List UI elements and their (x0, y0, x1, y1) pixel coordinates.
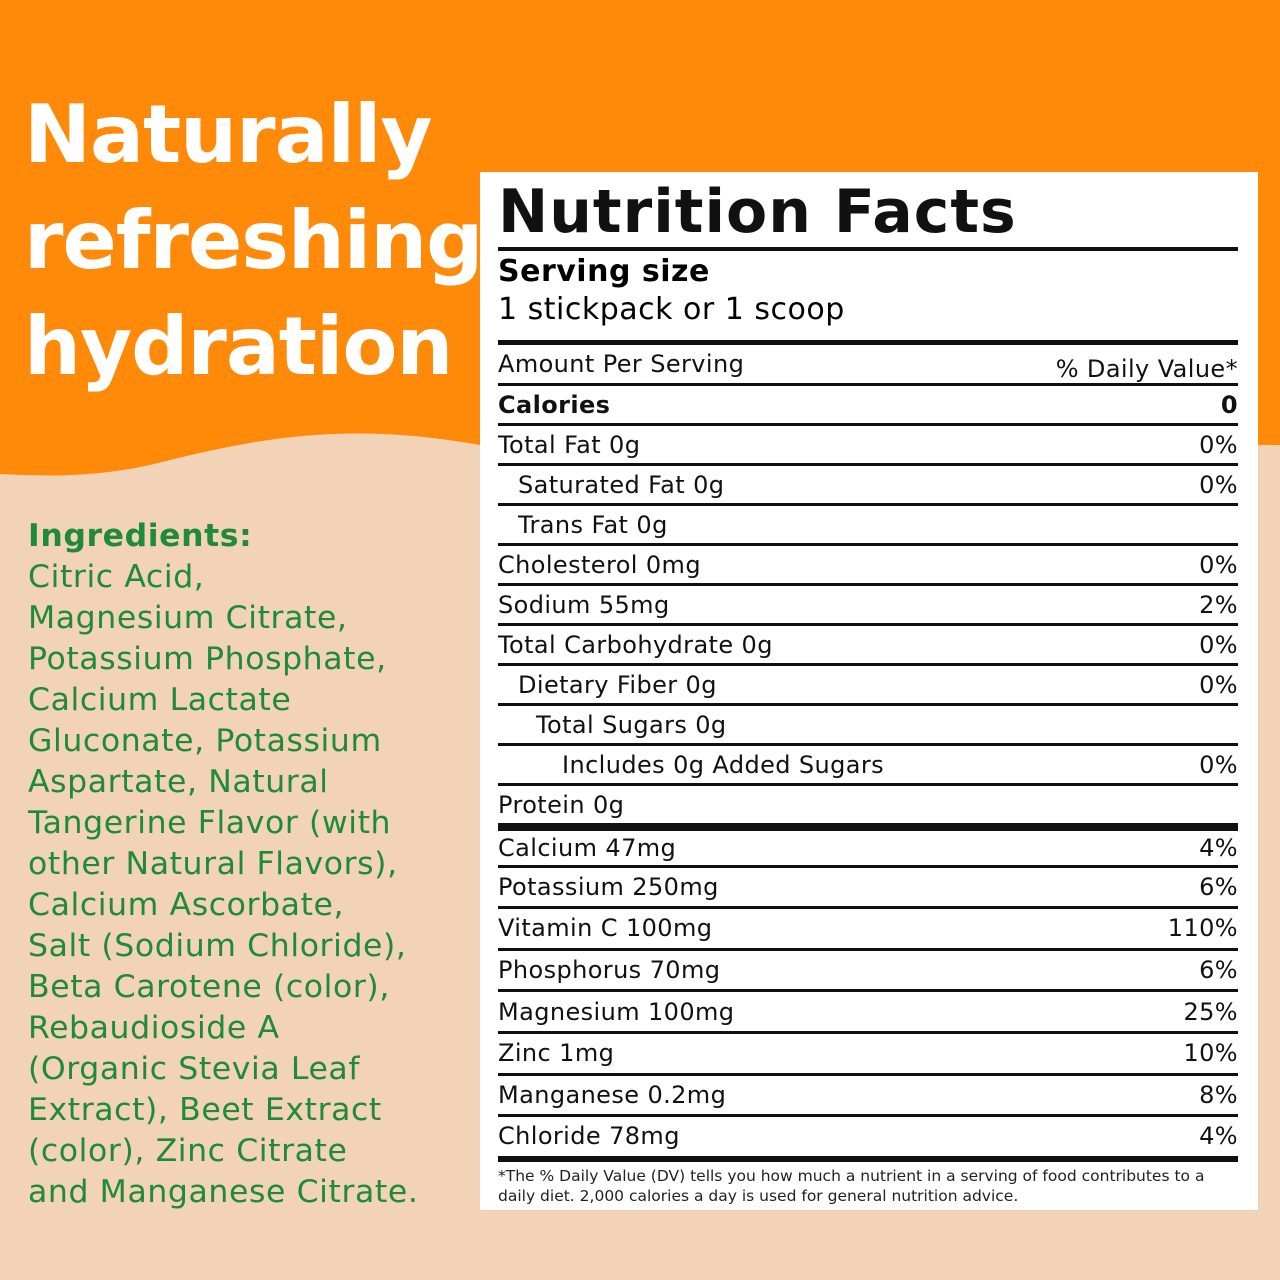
nutrient-daily-value: 10% (1183, 1039, 1238, 1068)
nutrient-row: Zinc 1mg 10% (498, 1030, 1238, 1073)
serving-size-value: 1 stickpack or 1 scoop (498, 292, 845, 327)
nutrient-row: Dietary Fiber 0g 0% (498, 663, 1238, 703)
ingredients-heading: Ingredients: (28, 518, 253, 554)
nutrient-daily-value: 110% (1167, 914, 1238, 943)
nutrient-name: Potassium 250mg (498, 872, 719, 901)
nutrient-name: Sodium 55mg (498, 590, 670, 619)
nutrient-daily-value: 0% (1199, 630, 1238, 659)
ingredients-line: Potassium Phosphate, (28, 641, 387, 677)
nutrient-row: Sodium 55mg 2% (498, 583, 1238, 623)
nutrient-row: Manganese 0.2mg 8% (498, 1072, 1238, 1115)
nutrient-name: Total Sugars 0g (536, 710, 727, 739)
footnote: *The % Daily Value (DV) tells you how mu… (498, 1155, 1238, 1206)
nutrient-name: Phosphorus 70mg (498, 956, 721, 985)
calories-row: Calories 0 (498, 383, 1238, 423)
nutrient-name: Magnesium 100mg (498, 997, 735, 1026)
nutrient-row: Trans Fat 0g (498, 503, 1238, 543)
divider (498, 247, 1238, 251)
nutrient-name: Dietary Fiber 0g (518, 670, 717, 699)
nutrient-row: Protein 0g (498, 783, 1238, 823)
nutrient-daily-value: 6% (1199, 956, 1238, 985)
headline-line: hydration (24, 300, 453, 393)
nutrient-name: Chloride 78mg (498, 1122, 680, 1151)
ingredients-line: Tangerine Flavor (with (28, 805, 392, 841)
ingredients-line: Gluconate, Potassium (28, 723, 382, 759)
nutrient-name: Vitamin C 100mg (498, 914, 713, 943)
ingredients-line: other Natural Flavors), (28, 846, 398, 882)
nutrient-daily-value: 25% (1183, 997, 1238, 1026)
ingredients-line: Calcium Ascorbate, (28, 887, 345, 923)
nutrient-row: Chloride 78mg 4% (498, 1114, 1238, 1156)
nutrient-name: Includes 0g Added Sugars (562, 750, 885, 779)
nutrient-row: Potassium 250mg 6% (498, 864, 1238, 907)
nutrient-name: Saturated Fat 0g (518, 470, 725, 499)
ingredients-line: (color), Zinc Citrate (28, 1133, 348, 1169)
nutrition-facts-title: Nutrition Facts (498, 177, 1017, 247)
nutrient-daily-value: 0% (1199, 670, 1238, 699)
ingredients-line: Beta Carotene (color), (28, 969, 390, 1005)
nutrient-daily-value: 4% (1199, 1122, 1238, 1151)
nutrient-daily-value: 2% (1199, 590, 1238, 619)
nutrient-daily-value: 0% (1199, 750, 1238, 779)
nutrient-row: Total Carbohydrate 0g 0% (498, 623, 1238, 663)
nutrient-name: Total Carbohydrate 0g (498, 630, 773, 659)
ingredients: Ingredients: Citric Acid, Magnesium Citra… (28, 516, 418, 1213)
amount-header-row: Amount Per Serving % Daily Value* (498, 345, 1238, 383)
nutrient-name: Zinc 1mg (498, 1039, 615, 1068)
ingredients-line: Extract), Beet Extract (28, 1092, 382, 1128)
ingredients-line: Calcium Lactate (28, 682, 292, 718)
nutrient-row: Total Sugars 0g (498, 703, 1238, 743)
calories-value: 0 (1220, 390, 1238, 419)
nutrient-row: Saturated Fat 0g 0% (498, 463, 1238, 503)
nutrient-daily-value: 0% (1199, 430, 1238, 459)
daily-value-header: % Daily Value* (1055, 355, 1238, 383)
ingredients-line: Magnesium Citrate, (28, 600, 348, 636)
ingredients-line: Citric Acid, (28, 559, 205, 595)
nutrient-row: Calcium 47mg 4% (498, 823, 1238, 865)
headline: Naturally refreshing hydration (24, 82, 483, 400)
ingredients-line: (Organic Stevia Leaf (28, 1051, 361, 1087)
divider (498, 340, 1238, 345)
nutrient-daily-value: 0% (1199, 470, 1238, 499)
nutrient-daily-value: 8% (1199, 1080, 1238, 1109)
nutrient-row: Magnesium 100mg 25% (498, 989, 1238, 1031)
serving-size-label: Serving size (498, 254, 710, 289)
nutrient-name: Manganese 0.2mg (498, 1080, 727, 1109)
nutrient-row: Phosphorus 70mg 6% (498, 947, 1238, 990)
ingredients-line: and Manganese Citrate. (28, 1174, 419, 1210)
nutrient-daily-value: 6% (1199, 872, 1238, 901)
nutrient-row: Total Fat 0g 0% (498, 423, 1238, 463)
nutrient-daily-value: 4% (1199, 833, 1238, 862)
nutrient-name: Cholesterol 0mg (498, 550, 701, 579)
nutrient-name: Total Fat 0g (498, 430, 641, 459)
headline-line: refreshing (24, 194, 483, 287)
nutrient-name: Trans Fat 0g (518, 510, 668, 539)
ingredients-line: Rebaudioside A (28, 1010, 280, 1046)
ingredients-line: Salt (Sodium Chloride), (28, 928, 407, 964)
calories-label: Calories (498, 390, 611, 419)
nutrient-row: Cholesterol 0mg 0% (498, 543, 1238, 583)
nutrient-name: Protein 0g (498, 790, 625, 819)
amount-per-serving: Amount Per Serving (498, 350, 745, 378)
ingredients-line: Aspartate, Natural (28, 764, 329, 800)
nutrition-facts-panel: Nutrition Facts Serving size 1 stickpack… (480, 172, 1258, 1210)
nutrient-row: Vitamin C 100mg 110% (498, 906, 1238, 948)
nutrient-row: Includes 0g Added Sugars 0% (498, 743, 1238, 783)
nutrient-daily-value: 0% (1199, 550, 1238, 579)
nutrient-name: Calcium 47mg (498, 833, 677, 862)
headline-line: Naturally (24, 88, 433, 181)
